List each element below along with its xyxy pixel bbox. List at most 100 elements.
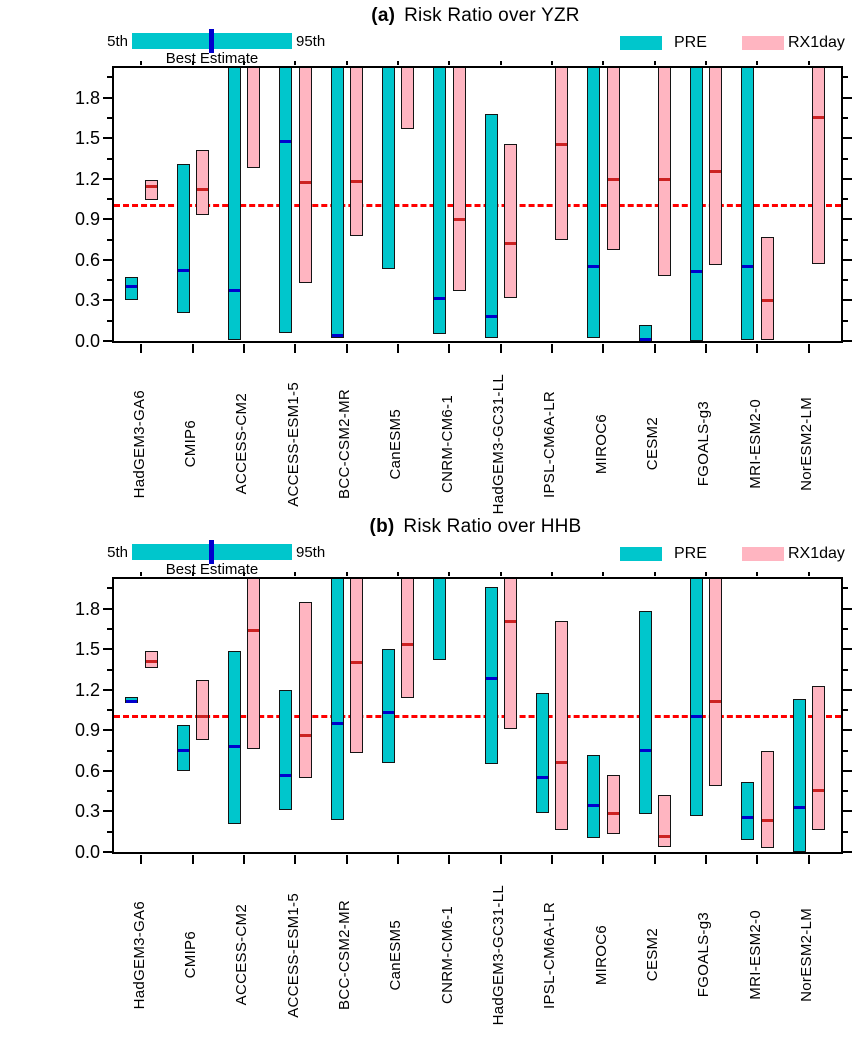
best-estimate-pre-HadGEM3-GA6 [126, 700, 138, 704]
y-tick-right [843, 279, 848, 282]
best-estimate-pre-CESM2 [639, 337, 651, 341]
plot-area: 0.0 0.3 0.6 0.9 1.2 1.5 1.8 [75, 572, 852, 864]
y-tick-right [843, 299, 852, 302]
bar-pre-CMIP6 [176, 724, 190, 771]
y-tick-right [843, 177, 852, 180]
bar-pre-CESM2 [638, 611, 652, 815]
bar-rx1day-ACCESS-ESM1-5 [298, 601, 312, 778]
y-tick-right [843, 319, 848, 322]
best-estimate-rx1day-FGOALS-g3 [710, 700, 722, 704]
model-name: BCC-CSM2-MR [336, 389, 354, 499]
panel-a-risk-ratio-yzr: (a) Risk Ratio over YZR 5th 95th Best Est… [74, 5, 852, 515]
model-name: HadGEM3-GC31-LL [490, 373, 508, 515]
bar-rx1day-MIROC6 [606, 68, 620, 251]
best-estimate-rx1day-MRI-ESM2-0 [761, 819, 773, 823]
reference-line-1.0 [114, 204, 841, 208]
bar-pre-HadGEM3-GA6 [125, 277, 139, 301]
bar-pre-CanESM5 [381, 649, 395, 763]
bar-rx1day-CMIP6 [196, 150, 210, 216]
best-estimate-pre-MIROC6 [588, 264, 600, 268]
y-tick-left [107, 117, 112, 119]
bar-rx1day-ACCESS-ESM1-5 [298, 68, 312, 283]
x-tick-top [499, 61, 502, 65]
y-tick-label: 0.9 [74, 720, 100, 741]
best-estimate-pre-MIROC6 [588, 804, 600, 808]
bar-pre-FGOALS-g3 [689, 579, 703, 816]
x-tick-top [704, 572, 707, 576]
best-estimate-rx1day-NorESM2-LM [813, 116, 825, 120]
x-axis-label-HadGEM3-GA6: HadGEM3-GA6 [127, 859, 151, 1051]
key-best-estimate-tick [209, 29, 214, 53]
legend-swatch-pre [620, 36, 662, 50]
bar-rx1day-ACCESS-CM2 [247, 579, 261, 750]
x-tick-top [550, 572, 553, 576]
best-estimate-rx1day-MIROC6 [607, 178, 619, 182]
x-axis-label-CNRM-CM6-1: CNRM-CM6-1 [435, 859, 459, 1051]
y-tick-left [107, 628, 112, 630]
y-tick-left [107, 668, 112, 671]
bar-rx1day-CNRM-CM6-1 [452, 68, 466, 291]
model-name: HadGEM3-GA6 [130, 900, 148, 1010]
best-estimate-rx1day-ACCESS-ESM1-5 [299, 181, 311, 185]
x-tick-top [499, 572, 502, 576]
best-estimate-pre-ACCESS-ESM1-5 [280, 774, 292, 778]
y-tick-label: 0.3 [74, 801, 100, 822]
key-5th-label: 5th [107, 544, 128, 561]
y-tick-label: 0.0 [74, 331, 100, 351]
y-tick-left [107, 587, 112, 590]
y-tick-right [843, 76, 848, 79]
best-estimate-rx1day-CanESM5 [402, 643, 414, 647]
model-name: NorESM2-LM [798, 908, 816, 1002]
best-estimate-pre-MRI-ESM2-0 [742, 816, 754, 820]
y-tick-label: 0.6 [74, 249, 100, 270]
x-tick-top [242, 572, 245, 576]
bar-rx1day-IPSL-CM6A-LR [555, 620, 569, 831]
y-tick-right [843, 648, 852, 651]
y-tick-left [107, 790, 112, 793]
best-estimate-rx1day-HadGEM3-GC31-LL [505, 620, 517, 624]
model-name: HadGEM3-GC31-LL [490, 884, 508, 1026]
legend-swatch-rx1day [742, 547, 784, 561]
x-tick-top [140, 572, 143, 576]
x-tick-bottom [499, 855, 502, 864]
bar-rx1day-HadGEM3-GC31-LL [504, 143, 518, 298]
x-tick-bottom [807, 344, 810, 353]
y-tick-label: 1.5 [74, 128, 100, 149]
y-tick-left [107, 749, 112, 752]
y-tick-right [843, 258, 852, 261]
x-tick-top [704, 61, 707, 65]
y-tick-label: 1.5 [74, 639, 100, 660]
y-tick-right [843, 340, 852, 342]
y-tick-left [103, 137, 112, 140]
y-tick-right [843, 157, 848, 160]
x-axis-label-ACCESS-ESM1-5: ACCESS-ESM1-5 [281, 859, 305, 1051]
model-name: CNRM-CM6-1 [438, 906, 456, 1004]
x-axis-label-MRI-ESM2-0: MRI-ESM2-0 [743, 859, 767, 1051]
bar-rx1day-FGOALS-g3 [709, 68, 723, 266]
y-tick-label: 1.8 [74, 598, 100, 619]
x-tick-top [294, 572, 297, 576]
x-tick-top [345, 572, 348, 576]
best-estimate-rx1day-CESM2 [659, 835, 671, 839]
y-tick-left [107, 198, 112, 201]
y-tick-label: 0.0 [74, 842, 100, 862]
y-tick-right [843, 587, 848, 590]
key-range-bar [132, 29, 292, 53]
x-tick-top [191, 572, 194, 576]
best-estimate-rx1day-HadGEM3-GC31-LL [505, 241, 517, 245]
legend-label-pre: PRE [674, 34, 707, 51]
x-tick-bottom [807, 855, 810, 864]
y-tick-label: 1.2 [74, 168, 100, 189]
x-tick-top [448, 61, 451, 65]
y-tick-right [843, 729, 852, 732]
bar-pre-MIROC6 [587, 68, 601, 339]
x-axis-label-BCC-CSM2-MR: BCC-CSM2-MR [333, 859, 357, 1051]
bar-pre-CNRM-CM6-1 [433, 68, 447, 335]
x-tick-bottom [550, 344, 553, 353]
panel-b-title: (b) Risk Ratio over HHB [112, 516, 839, 538]
key-5th-label: 5th [107, 33, 128, 50]
bar-pre-CESM2 [638, 324, 652, 341]
y-tick-left [103, 851, 112, 853]
x-tick-bottom [242, 855, 245, 864]
x-tick-bottom [345, 855, 348, 864]
